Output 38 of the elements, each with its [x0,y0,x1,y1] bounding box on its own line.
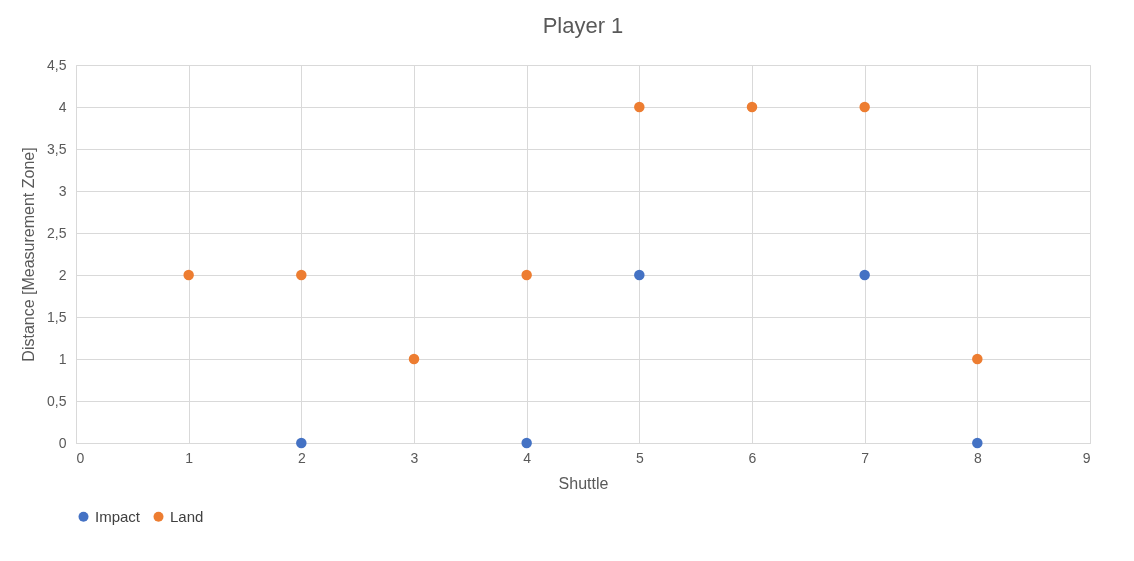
point [521,437,532,449]
y-tick-label: 4,5 [47,56,67,73]
y-tick-label: 0 [58,434,67,451]
point [296,437,307,449]
x-tick-label: 0 [76,449,85,466]
x-tick-label: 8 [973,449,982,466]
x-tick-label: 5 [635,449,644,466]
legend-label: Impact [95,507,141,525]
y-axis-title: Distance [Measurement Zone] [20,147,38,362]
y-tick-label: 3 [58,182,67,199]
point [408,353,420,365]
legend-label: Land [170,507,204,525]
x-tick-label: 9 [1082,449,1091,466]
x-tick-label: 4 [523,449,532,466]
point [183,269,194,281]
point [972,437,983,449]
point [634,101,645,113]
y-tick-label: 4 [58,98,67,115]
x-axis-title: Shuttle [558,474,609,492]
x-tick-label: 3 [410,449,419,466]
y-tick-label: 0,5 [47,392,67,409]
point [521,269,532,281]
point [972,353,983,365]
point [859,269,870,281]
chart-title: Player 1 [542,13,624,38]
point [634,269,645,281]
x-tick-label: 2 [297,449,306,466]
point [859,101,870,113]
point [746,101,758,113]
y-tick-label: 2 [58,266,67,283]
x-tick-label: 1 [185,449,194,466]
x-tick-label: 7 [861,449,870,466]
point [296,269,307,281]
y-tick-label: 1,5 [47,308,67,325]
y-tick-label: 1 [58,350,67,367]
y-tick-label: 3,5 [47,140,67,157]
y-tick-label: 2,5 [47,224,67,241]
x-tick-label: 6 [748,449,757,466]
